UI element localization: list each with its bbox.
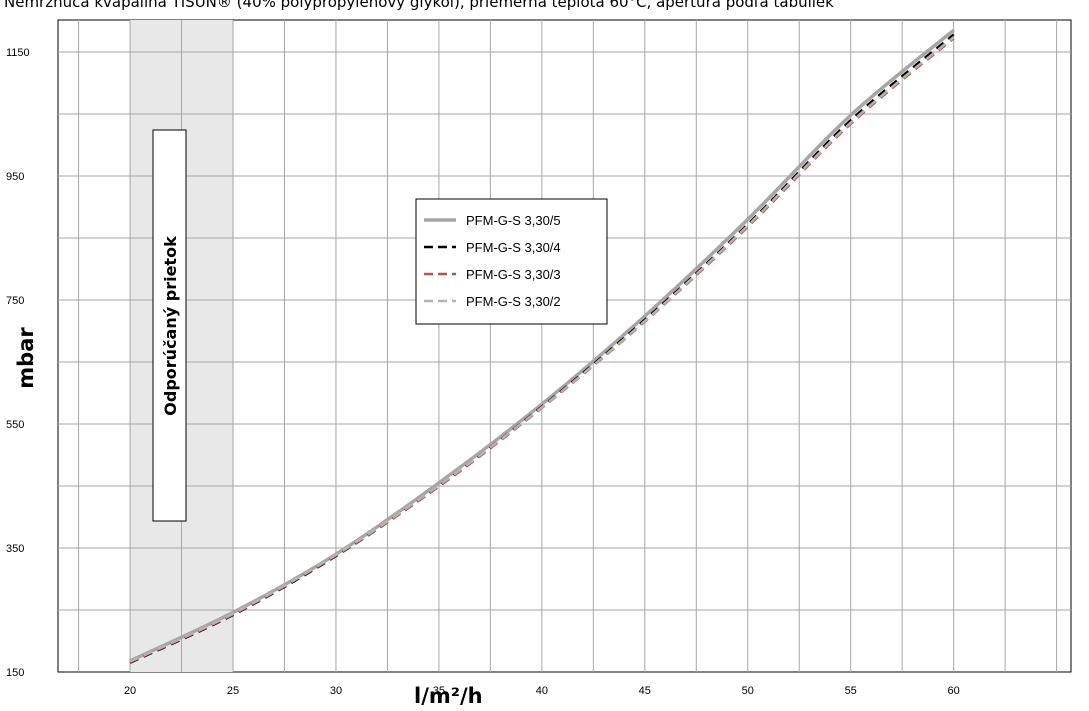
y-tick-label: 150 (6, 667, 24, 679)
legend: PFM-G-S 3,30/5 PFM-G-S 3,30/4 PFM-G-S 3,30… (415, 198, 608, 325)
x-tick-labels: 20 25 30 35 40 45 50 55 60 (124, 685, 960, 697)
y-tick-labels: 150 350 550 750 950 1150 (6, 47, 30, 679)
chart-title: Nemrznúca kvapalina TISUN® (40% polyprop… (4, 0, 834, 11)
series-lines (129, 28, 955, 664)
x-tick-label: 55 (845, 685, 857, 697)
x-tick-label: 60 (948, 685, 960, 697)
legend-label-3: PFM-G-S 3,30/3 (466, 267, 561, 282)
y-tick-label: 550 (6, 419, 24, 431)
x-axis-label: l/m²/h (414, 684, 483, 708)
x-tick-label: 20 (124, 685, 136, 697)
x-tick-label: 35 (433, 685, 445, 697)
x-tick-label: 25 (227, 685, 239, 697)
y-tick-label: 1150 (6, 47, 30, 59)
recommended-flow-label-box (152, 129, 187, 522)
y-axis-label: mbar (14, 327, 38, 389)
x-tick-label: 45 (639, 685, 651, 697)
y-tick-label: 950 (6, 171, 24, 183)
y-tick-label: 750 (6, 295, 24, 307)
x-tick-label: 30 (330, 685, 342, 697)
recommended-flow-label: Odporúčaný prietok (161, 236, 180, 416)
legend-label-1: PFM-G-S 3,30/5 (466, 213, 561, 228)
legend-label-4: PFM-G-S 3,30/2 (466, 294, 561, 309)
legend-items: PFM-G-S 3,30/5 PFM-G-S 3,30/4 PFM-G-S 3,30… (424, 213, 561, 309)
series-line-1 (129, 28, 955, 663)
x-tick-label: 50 (742, 685, 754, 697)
y-tick-label: 350 (6, 543, 24, 555)
x-tick-label: 40 (536, 685, 548, 697)
legend-label-2: PFM-G-S 3,30/4 (466, 240, 561, 255)
gridlines (58, 20, 1071, 672)
